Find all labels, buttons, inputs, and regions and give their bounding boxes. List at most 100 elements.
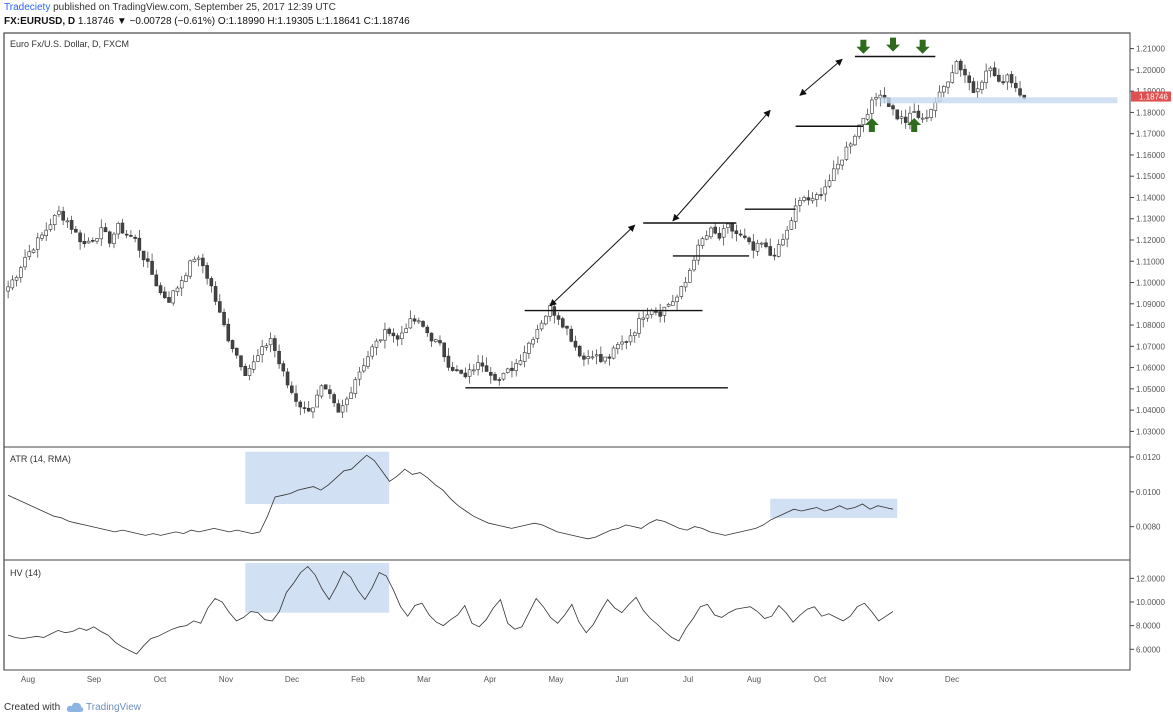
candle-body bbox=[518, 360, 523, 365]
candle-body bbox=[370, 346, 375, 357]
candle-body bbox=[1001, 81, 1005, 84]
highlight-boxes bbox=[245, 451, 898, 613]
price-change: ▼ −0.00728 (−0.61%) bbox=[116, 16, 216, 27]
double-arrow bbox=[549, 224, 636, 307]
candle-body bbox=[755, 242, 760, 252]
candle-body bbox=[696, 244, 701, 261]
candle-body bbox=[353, 379, 358, 394]
candle-body bbox=[260, 346, 264, 356]
time-tick-label: Aug bbox=[21, 675, 35, 684]
candle-body bbox=[146, 258, 150, 262]
atr-tick-label: 0.0100 bbox=[1136, 488, 1161, 497]
candle-body bbox=[247, 368, 252, 376]
symbol[interactable]: FX:EURUSD, D bbox=[4, 16, 76, 27]
double-arrow bbox=[672, 109, 771, 222]
candle-body bbox=[531, 339, 535, 345]
candle-body bbox=[840, 159, 844, 166]
price-tick-label: 1.09000 bbox=[1136, 300, 1165, 309]
candle-body bbox=[65, 220, 70, 223]
candle-body bbox=[319, 385, 324, 397]
price-tick-label: 1.10000 bbox=[1136, 279, 1165, 288]
candle-body bbox=[776, 244, 781, 257]
candle-body bbox=[196, 257, 201, 260]
candle-body bbox=[476, 362, 480, 370]
author-name[interactable]: Tradeciety bbox=[4, 2, 51, 13]
candle-body bbox=[730, 223, 734, 232]
candle-body bbox=[958, 60, 963, 71]
candle-body bbox=[992, 67, 997, 77]
candle-body bbox=[395, 335, 400, 340]
candle-body bbox=[40, 234, 44, 239]
candle-body bbox=[539, 322, 544, 330]
indicator-lines bbox=[7, 454, 894, 655]
candle-body bbox=[243, 366, 248, 376]
price-tick-label: 1.11000 bbox=[1136, 257, 1165, 266]
time-tick-label: Nov bbox=[879, 675, 893, 684]
candle-body bbox=[582, 355, 586, 360]
time-tick-label: Nov bbox=[219, 675, 233, 684]
candle-body bbox=[1018, 88, 1022, 96]
candle-body bbox=[446, 355, 451, 368]
candle-body bbox=[514, 363, 518, 371]
atr-line bbox=[7, 454, 894, 540]
candle-body bbox=[590, 356, 595, 359]
symbol-line: FX:EURUSD, D 1.18746 ▼ −0.00728 (−0.61%)… bbox=[4, 16, 410, 27]
candle-body bbox=[683, 281, 688, 288]
candle-body bbox=[480, 362, 485, 367]
created-with-label: Created with bbox=[4, 702, 61, 713]
candle-body bbox=[891, 105, 895, 110]
candle-body bbox=[971, 81, 976, 93]
candle-body bbox=[836, 163, 840, 170]
current-price-tag bbox=[1131, 91, 1171, 102]
candle-body bbox=[1005, 74, 1010, 83]
candle-body bbox=[311, 407, 315, 413]
candle-body bbox=[874, 97, 878, 100]
candle-body bbox=[527, 342, 531, 354]
candle-body bbox=[857, 124, 861, 137]
candle-body bbox=[709, 227, 713, 238]
candle-body bbox=[167, 297, 171, 303]
candle-body bbox=[815, 194, 819, 200]
candle-body bbox=[620, 341, 624, 345]
candle-body bbox=[861, 117, 866, 125]
candle-body bbox=[120, 222, 125, 234]
candle-body bbox=[950, 72, 955, 83]
candle-body bbox=[641, 317, 645, 320]
candle-body bbox=[184, 275, 188, 282]
candle-body bbox=[408, 318, 413, 329]
panel-titles: Euro Fx/U.S. Dollar, D, FXCM ATR (14, RM… bbox=[10, 39, 129, 578]
hv-tick-label: 6.0000 bbox=[1136, 645, 1161, 654]
candle-body bbox=[349, 392, 353, 399]
candle-body bbox=[52, 214, 57, 225]
price-tick-label: 1.04000 bbox=[1136, 406, 1165, 415]
candle-body bbox=[789, 220, 794, 230]
candle-body bbox=[209, 278, 214, 287]
candle-body bbox=[493, 374, 497, 381]
price-tick-label: 1.03000 bbox=[1136, 427, 1165, 436]
candle-body bbox=[688, 270, 692, 283]
candle-body bbox=[666, 304, 671, 307]
candle-body bbox=[141, 250, 146, 261]
candle-body bbox=[751, 241, 756, 251]
candle-body bbox=[878, 94, 883, 99]
price-tick-label: 1.18000 bbox=[1136, 108, 1165, 117]
candle-body bbox=[577, 345, 582, 357]
footer: Created with TradingView bbox=[0, 699, 1173, 719]
candle-body bbox=[285, 371, 290, 386]
candle-body bbox=[19, 267, 23, 278]
candle-body bbox=[400, 332, 404, 339]
price-tick-label: 1.06000 bbox=[1136, 364, 1165, 373]
chart-area[interactable]: 1.210001.200001.190001.180001.170001.160… bbox=[0, 30, 1173, 699]
time-tick-label: Feb bbox=[351, 675, 365, 684]
candle-body bbox=[412, 318, 417, 322]
candle-body bbox=[819, 194, 823, 196]
candle-body bbox=[717, 232, 722, 239]
time-tick-label: Dec bbox=[285, 675, 299, 684]
tradingview-brand[interactable]: TradingView bbox=[86, 702, 142, 713]
candle-body bbox=[129, 235, 133, 237]
candle-body bbox=[188, 260, 192, 277]
time-tick-label: Aug bbox=[747, 675, 761, 684]
candle-body bbox=[747, 237, 751, 243]
time-axis: Aug Sep Oct Nov Dec Feb Mar Apr May Jun Jul Aug Oct N… bbox=[21, 675, 959, 684]
candle-body bbox=[116, 223, 120, 235]
